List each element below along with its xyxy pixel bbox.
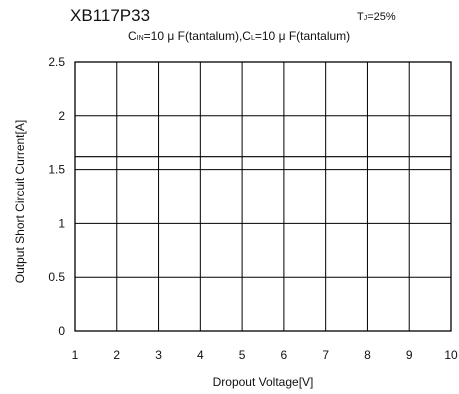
plot-frame xyxy=(74,61,452,332)
y-axis-label: Output Short Circuit Current[A] xyxy=(13,120,27,283)
y-tick-label-5: 2.5 xyxy=(48,55,65,69)
chart-title: XB117P33 xyxy=(70,6,151,25)
x-tick-label-6: 7 xyxy=(322,348,329,362)
y-tick-label-0: 0 xyxy=(58,324,65,338)
x-tick-label-3: 4 xyxy=(197,348,204,362)
y-tick-label-1: 0.5 xyxy=(48,270,65,284)
x-axis-label: Dropout Voltage[V] xyxy=(213,375,314,389)
y-tick-label-2: 1 xyxy=(58,216,65,230)
temperature-condition: TJ=25% xyxy=(357,11,396,23)
x-tick-label-1: 2 xyxy=(113,348,120,362)
x-tick-label-4: 5 xyxy=(239,348,246,362)
capacitor-condition: CIN=10 μ F(tantalum),CL=10 μ F(tantalum) xyxy=(128,29,351,43)
y-tick-label-3: 1.5 xyxy=(48,163,65,177)
x-tick-label-8: 9 xyxy=(406,348,413,362)
x-tick-label-7: 8 xyxy=(364,348,371,362)
y-tick-label-4: 2 xyxy=(58,109,65,123)
x-tick-label-0: 1 xyxy=(72,348,79,362)
x-tick-label-9: 10 xyxy=(444,348,458,362)
x-tick-label-2: 3 xyxy=(155,348,162,362)
x-tick-label-5: 6 xyxy=(281,348,288,362)
